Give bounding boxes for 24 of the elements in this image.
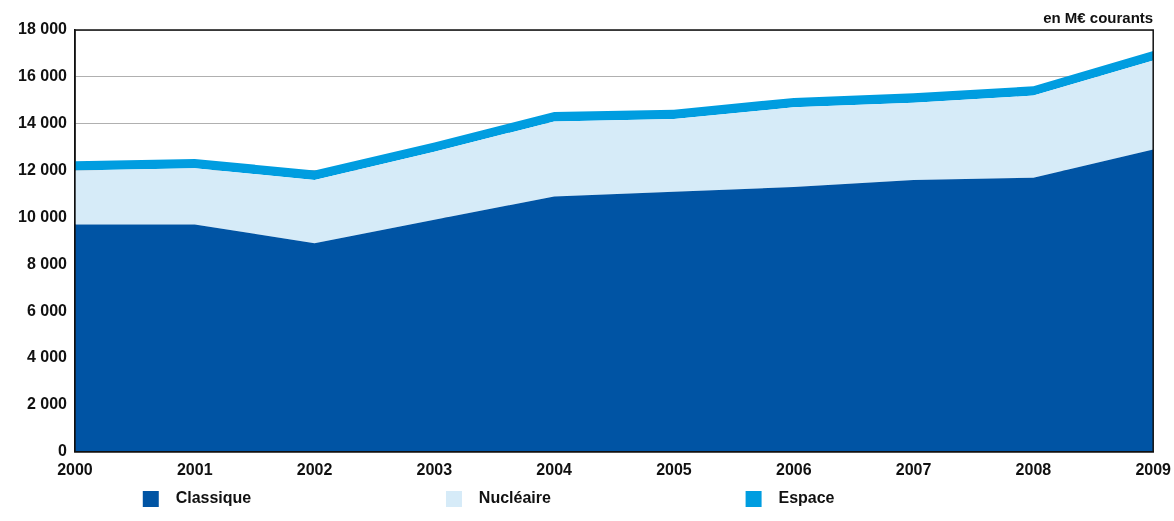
x-tick-label: 2001: [176, 460, 213, 478]
y-tick-label: 2 000: [26, 395, 68, 413]
legend-label: Classique: [166, 489, 438, 507]
x-tick-label: 2007: [895, 460, 932, 478]
x-tick-label: 2009: [1135, 460, 1172, 478]
text: en M€ courants: [1043, 8, 1154, 26]
y-tick-label: 6 000: [26, 301, 68, 319]
y-tick-label: 14 000: [18, 114, 68, 132]
x-tick-label: 2008: [1015, 460, 1052, 478]
y-tick-label: 8 000: [26, 254, 68, 272]
y-tick-label: 4 000: [26, 348, 68, 366]
y-tick-label: 10 000: [18, 207, 68, 225]
x-tick-label: 2004: [536, 460, 573, 478]
y-tick-label: 16 000: [18, 67, 68, 85]
x-tick-label: 2005: [656, 460, 692, 478]
x-tick-label: 2002: [296, 460, 333, 478]
y-tick-label: 0: [58, 442, 68, 460]
x-tick-label: 2003: [416, 460, 453, 478]
legend-label: Nucléaire: [469, 489, 738, 507]
x-tick-label: 2006: [775, 460, 812, 478]
y-tick-label: 18 000: [18, 20, 68, 38]
legend-label: Espace: [769, 489, 1022, 507]
y-tick-label: 12 000: [18, 161, 68, 179]
x-tick-label: 2000: [57, 460, 93, 478]
